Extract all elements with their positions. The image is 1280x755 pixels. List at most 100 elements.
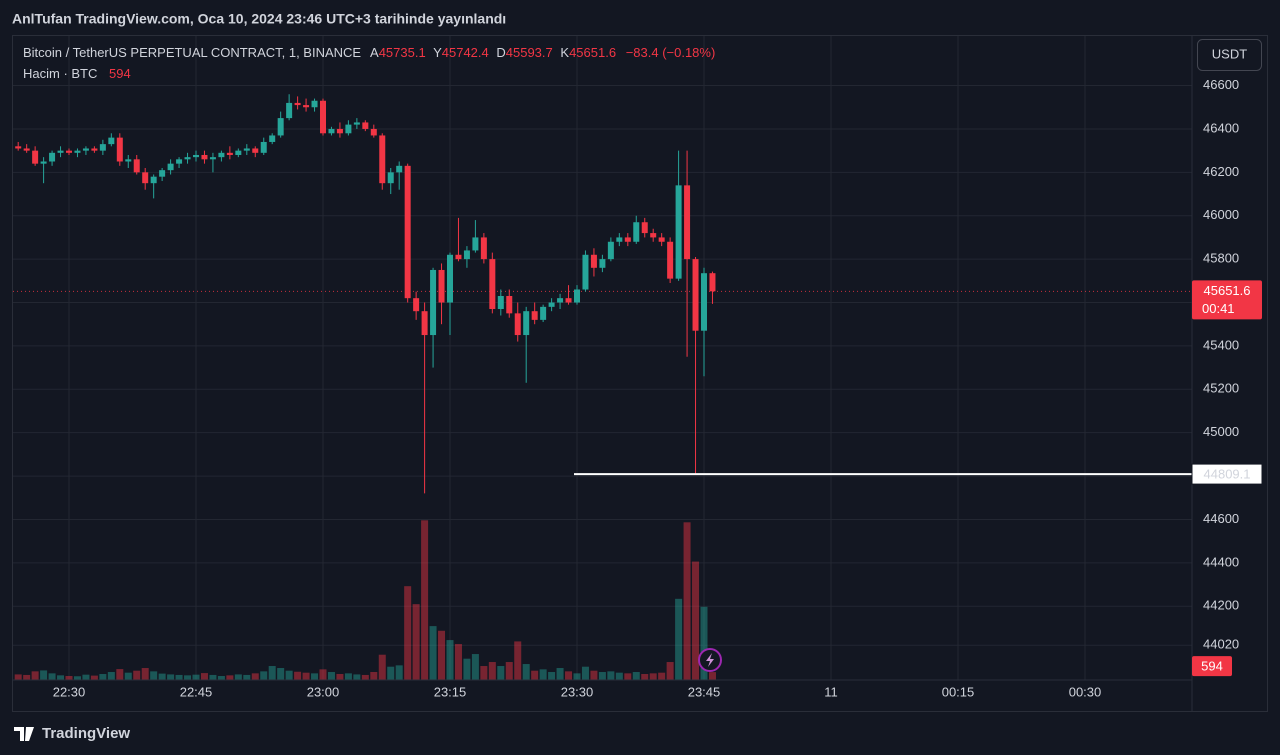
candle-body <box>531 311 538 320</box>
volume-bar <box>692 561 700 680</box>
candle-body <box>82 148 89 151</box>
volume-bar <box>90 675 98 680</box>
volume-bar <box>319 669 327 680</box>
x-tick-label: 23:30 <box>561 684 594 699</box>
y-tick-label: 46400 <box>1203 120 1239 135</box>
legend-open: 45735.1 <box>379 45 426 60</box>
candle-body <box>336 128 343 134</box>
volume-bar <box>99 674 107 680</box>
x-tick-label: 23:00 <box>307 684 340 699</box>
volume-bar <box>167 674 175 680</box>
volume-bar <box>243 674 251 680</box>
volume-bar <box>285 670 293 680</box>
candle-body <box>480 237 487 260</box>
volume-bar <box>184 675 192 680</box>
candle-body <box>675 185 682 279</box>
volume-bar <box>378 654 386 680</box>
candle-body <box>91 148 98 151</box>
candle-body <box>150 176 157 184</box>
price-tag <box>1192 280 1262 320</box>
countdown-label: 00:41 <box>1202 301 1235 316</box>
candle-body <box>624 237 631 242</box>
y-tick-label: 45200 <box>1203 381 1239 396</box>
candle-body <box>590 254 597 268</box>
candle-body <box>277 118 284 136</box>
y-tick-label: 44020 <box>1203 637 1239 652</box>
candle-body <box>633 222 640 242</box>
volume-bar <box>573 673 581 680</box>
candle-body <box>176 159 183 164</box>
volume-bar <box>311 673 319 680</box>
currency-button[interactable] <box>1197 39 1262 71</box>
volume-bar <box>548 672 556 680</box>
price-tag-label: 45651.6 <box>1204 283 1251 298</box>
candle-body <box>463 250 470 260</box>
candle-body <box>218 152 225 158</box>
volume-bar <box>556 668 564 680</box>
y-tick-label: 44400 <box>1203 554 1239 569</box>
volume-bar <box>488 662 496 680</box>
candle-body <box>226 152 233 155</box>
volume-bar <box>446 640 454 680</box>
volume-bar <box>82 674 90 680</box>
volume-bar <box>158 673 166 680</box>
candle-body <box>362 122 369 129</box>
volume-bar <box>192 674 200 680</box>
y-tick-label: 44600 <box>1203 511 1239 526</box>
candle-body <box>74 150 81 153</box>
candle-body <box>209 157 216 160</box>
candle-body <box>193 154 199 158</box>
volume-bar <box>632 672 640 680</box>
candle-body <box>40 161 47 164</box>
candle-body <box>269 135 276 142</box>
volume-bar <box>260 671 268 680</box>
volume-bar <box>209 674 217 680</box>
candle-body <box>565 298 572 303</box>
candle-body <box>599 259 606 268</box>
candle-body <box>650 233 657 238</box>
candle-body <box>616 237 623 242</box>
candle-body <box>303 105 310 108</box>
legend-h-label: Y <box>433 45 442 60</box>
volume-bar <box>31 671 39 680</box>
logo-icon <box>14 727 34 741</box>
currency-label[interactable]: USDT <box>1212 46 1247 61</box>
candle-body <box>455 254 462 260</box>
volume-bar <box>327 672 335 680</box>
candle-body <box>353 122 360 125</box>
volume-bar <box>361 674 369 680</box>
volume-bar <box>700 606 708 680</box>
candle-body <box>574 289 580 303</box>
volume-bar <box>226 675 234 680</box>
candle-body <box>667 241 674 279</box>
candle-body <box>345 124 352 134</box>
legend-title: Bitcoin / TetherUS PERPETUAL CONTRACT, 1… <box>23 45 361 60</box>
candle-body <box>99 144 106 151</box>
volume-bar <box>150 671 158 680</box>
candle-body <box>709 273 716 292</box>
y-tick-label: 45800 <box>1203 251 1239 266</box>
volume-bar <box>107 672 115 680</box>
candle-body <box>557 298 564 303</box>
candle-body <box>582 254 589 290</box>
candle-body <box>641 222 648 234</box>
volume-bar <box>412 604 420 680</box>
candle-body <box>311 100 318 108</box>
volume-bar <box>514 641 522 680</box>
candle-body <box>235 150 242 155</box>
candle-body <box>540 306 547 320</box>
candle-body <box>252 148 259 153</box>
volume-bar <box>581 666 589 680</box>
volume-bar <box>65 676 73 680</box>
volume-bar <box>395 665 403 680</box>
volume-bar <box>641 674 649 680</box>
hline-tag <box>1191 463 1263 485</box>
legend-o-label: A <box>370 45 379 60</box>
chart-pane <box>12 35 1268 712</box>
candle-body <box>387 172 394 184</box>
candle-body <box>548 302 555 307</box>
volume-bar <box>421 520 429 680</box>
volume-bar <box>429 626 437 680</box>
x-tick-label: 22:45 <box>180 684 213 699</box>
